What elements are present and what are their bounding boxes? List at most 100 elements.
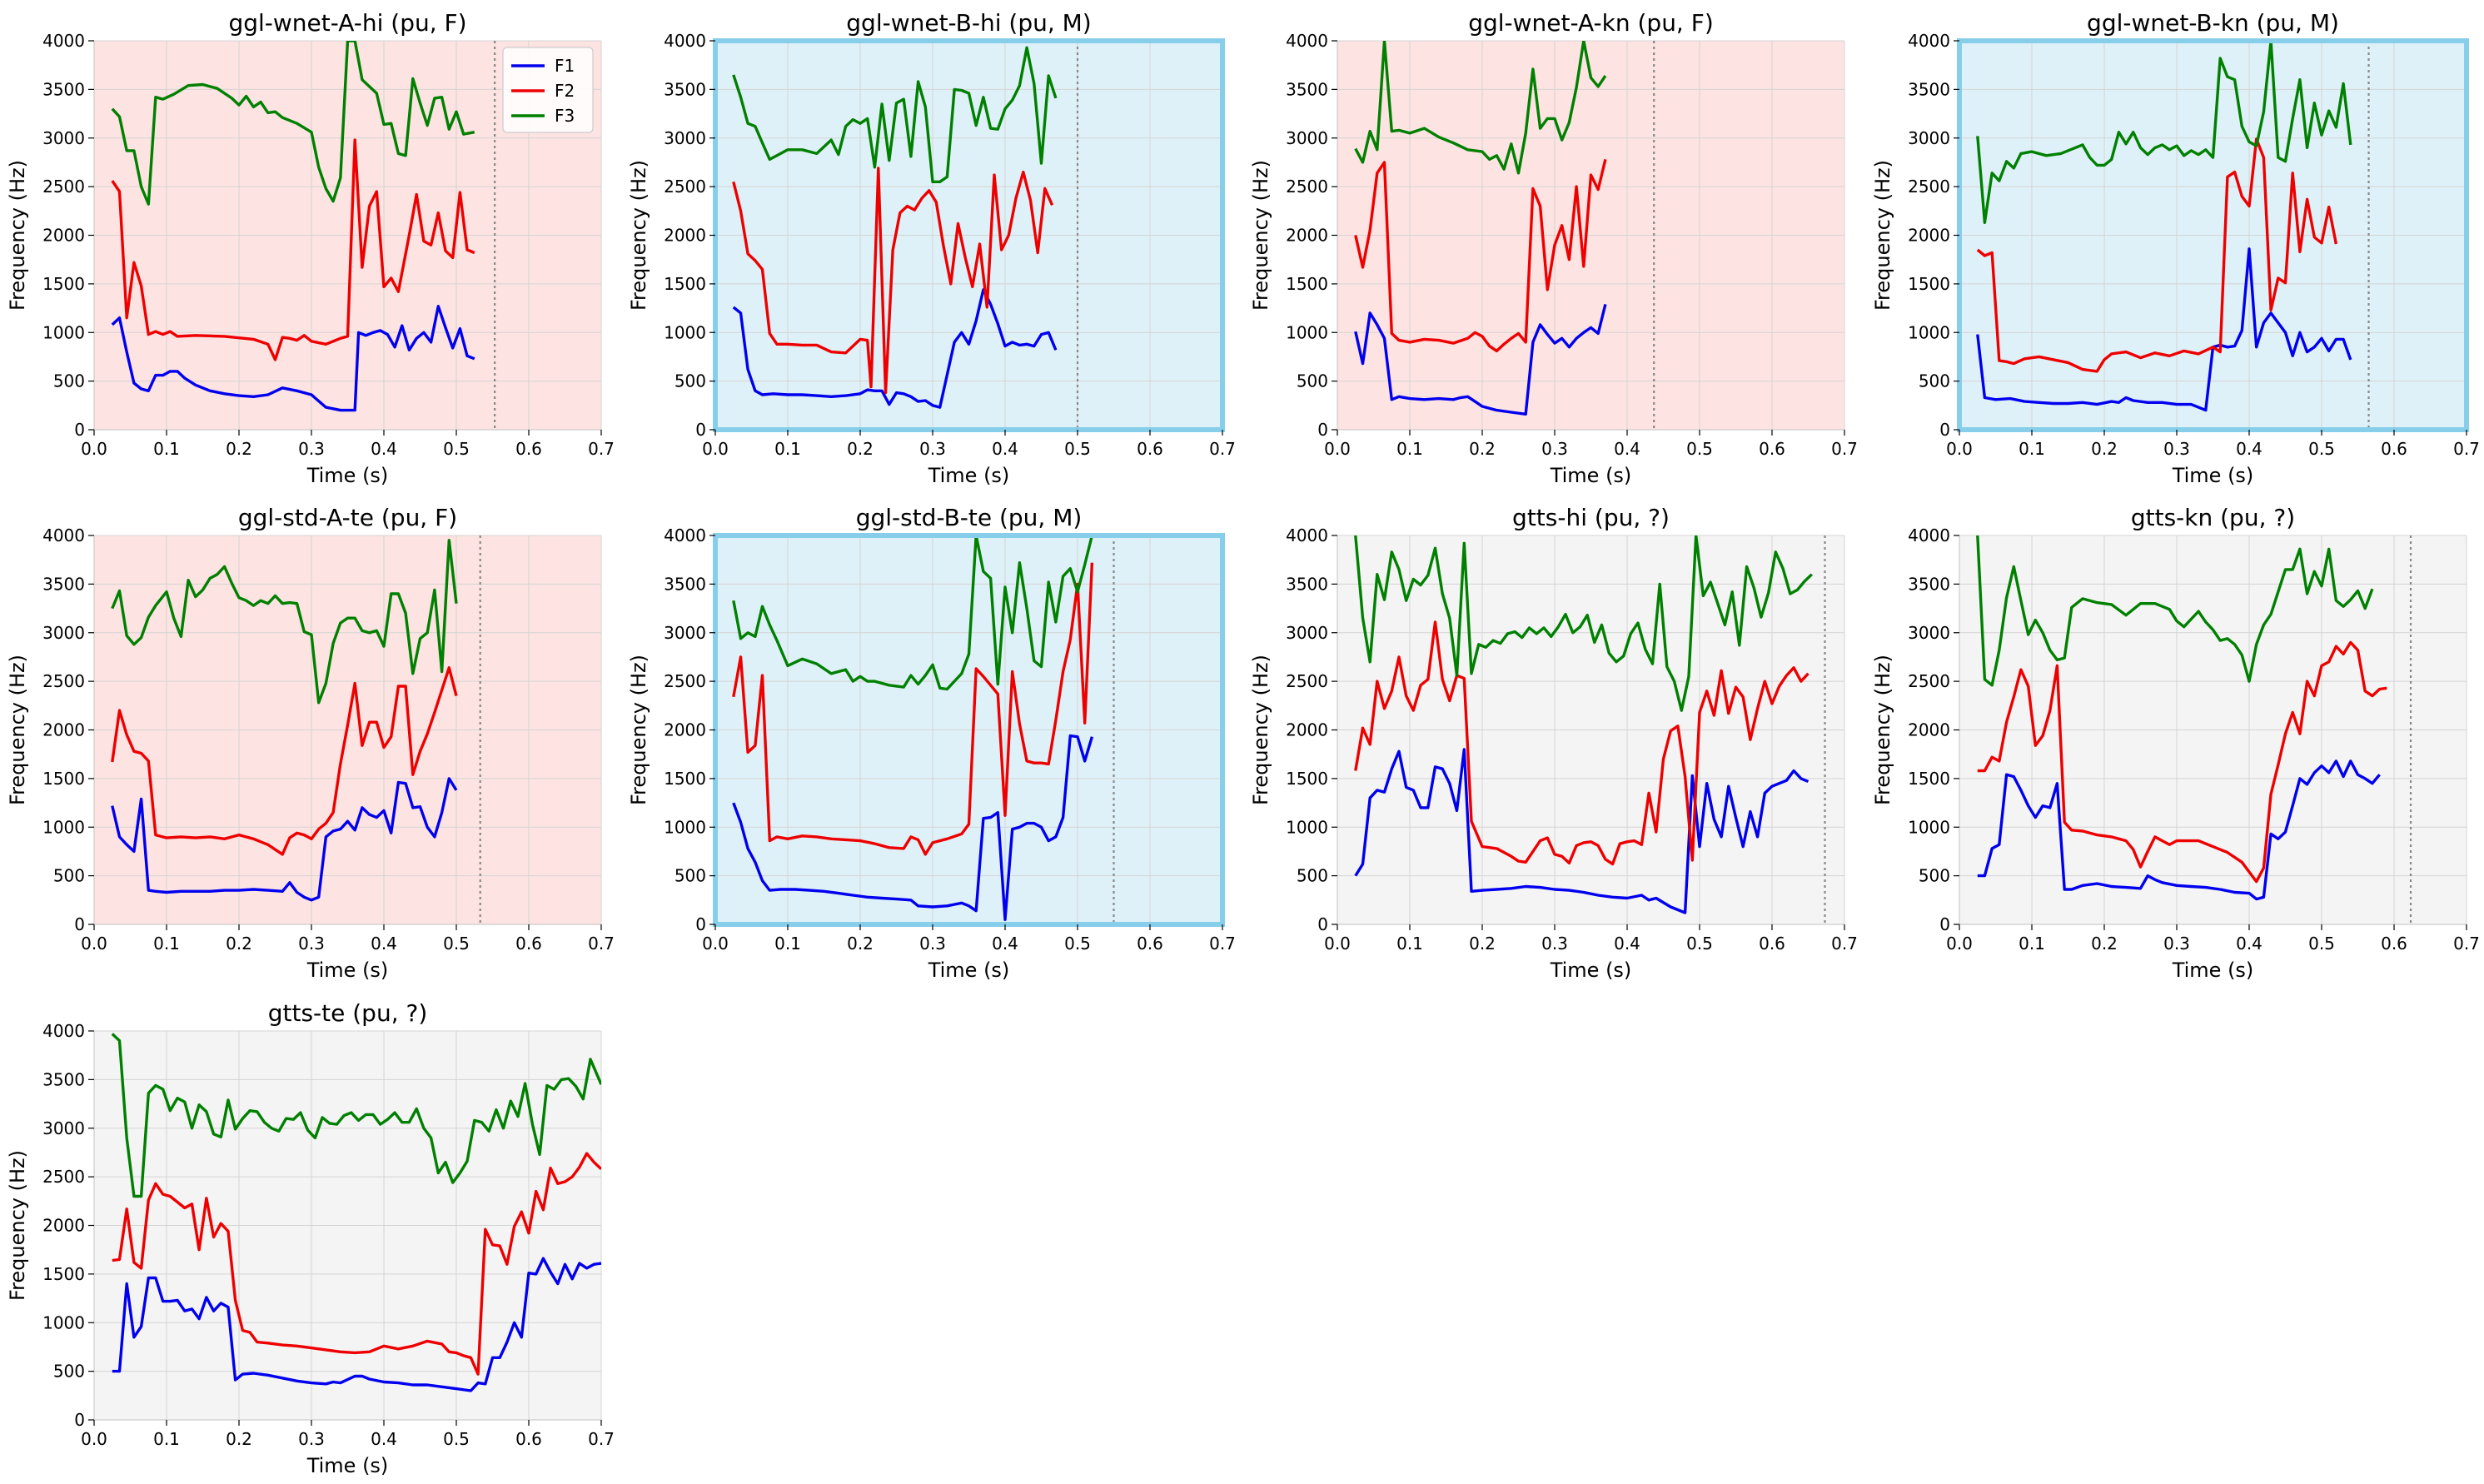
x-tick-label: 0.5 [2308, 439, 2335, 459]
x-tick-label: 0.7 [588, 934, 615, 954]
y-tick-label: 0 [695, 914, 706, 934]
x-tick-label: 0.3 [298, 934, 325, 954]
x-tick-label: 0.4 [371, 1429, 397, 1449]
y-tick-label: 2000 [42, 720, 85, 740]
y-tick-label: 0 [1317, 914, 1328, 934]
series-line-f1 [111, 777, 458, 902]
x-tick-label: 0.3 [1541, 934, 1568, 954]
x-tick-label: 0.4 [371, 439, 397, 459]
x-axis-label: Time (s) [2172, 959, 2254, 982]
y-tick-label: 3000 [664, 623, 706, 643]
y-tick-label: 500 [675, 371, 706, 391]
y-tick-label: 2500 [1908, 177, 1950, 197]
x-tick-label: 0.4 [992, 439, 1018, 459]
x-tick-label: 0.5 [2308, 934, 2335, 954]
y-tick-label: 3000 [1286, 128, 1328, 148]
x-tick-label: 0.6 [515, 439, 542, 459]
series-line-f3 [1354, 535, 1813, 712]
y-tick-label: 2000 [1286, 226, 1328, 246]
series-line-f3 [111, 539, 458, 705]
x-tick-label: 0.1 [153, 1429, 180, 1449]
x-tick-label: 0.7 [1209, 934, 1236, 954]
x-tick-label: 0.0 [81, 1429, 107, 1449]
x-tick-label: 0.4 [2236, 439, 2262, 459]
x-tick-label: 0.0 [1324, 934, 1351, 954]
y-tick-label: 4000 [1908, 31, 1950, 51]
series-line-f1 [1354, 748, 1809, 914]
x-axis-label: Time (s) [1550, 959, 1632, 982]
x-tick-label: 0.0 [1946, 934, 1973, 954]
y-tick-label: 2500 [1908, 671, 1950, 691]
chart-panel-4: 0.0 0.1 0.2 0.3 0.4 0.5 0.6 0.7 0 500 1000 1500 2000… [1871, 9, 2480, 487]
y-tick-label: 4000 [42, 1021, 85, 1041]
y-tick-label: 1000 [1908, 817, 1950, 837]
series-line-f3 [111, 41, 475, 206]
x-tick-label: 0.6 [1759, 439, 1785, 459]
series-line-f1 [112, 1257, 601, 1392]
y-tick-label: 1500 [664, 274, 706, 294]
chart-panel-3: 0.0 0.1 0.2 0.3 0.4 0.5 0.6 0.7 0 500 1000 1500 2000… [1249, 9, 1858, 487]
x-tick-label: 0.2 [226, 439, 252, 459]
legend: F1 F2 F3 [502, 47, 594, 133]
y-tick-label: 1000 [664, 817, 706, 837]
series-line-f3 [1976, 41, 2352, 224]
y-tick-label: 2500 [1286, 177, 1328, 197]
y-tick-label: 3000 [1908, 623, 1950, 643]
y-tick-label: 3000 [1286, 623, 1328, 643]
y-tick-label: 2500 [42, 671, 85, 691]
series-line-f2 [1977, 640, 2387, 884]
y-tick-label: 1000 [1286, 817, 1328, 837]
x-tick-label: 0.6 [515, 934, 542, 954]
y-tick-label: 500 [1297, 371, 1328, 391]
y-axis-label: Frequency (Hz) [6, 655, 29, 805]
y-tick-label: 0 [695, 420, 706, 440]
x-tick-label: 0.0 [81, 439, 107, 459]
y-tick-label: 3500 [664, 79, 706, 99]
chart-panel-1: 0.0 0.1 0.2 0.3 0.4 0.5 0.6 0.7 0 500 1000 1500 2000… [6, 9, 615, 487]
y-tick-label: 4000 [1286, 31, 1328, 51]
y-tick-label: 3500 [1908, 574, 1950, 594]
legend-label-f1: F1 [555, 56, 575, 76]
y-tick-label: 2000 [1908, 720, 1950, 740]
x-tick-label: 0.3 [298, 439, 325, 459]
x-tick-label: 0.7 [588, 1429, 615, 1449]
y-tick-label: 0 [74, 420, 85, 440]
y-tick-label: 2000 [664, 720, 706, 740]
y-tick-label: 500 [675, 866, 706, 886]
y-tick-label: 3500 [1908, 79, 1950, 99]
y-tick-label: 0 [1939, 914, 1950, 934]
x-tick-label: 0.7 [1831, 934, 1858, 954]
x-tick-label: 0.0 [702, 439, 729, 459]
x-tick-label: 0.0 [81, 934, 107, 954]
y-tick-label: 1500 [42, 274, 85, 294]
y-axis-label: Frequency (Hz) [627, 160, 650, 311]
series-line-f2 [1976, 137, 2338, 373]
series-line-f3 [111, 1033, 601, 1198]
y-axis-label: Frequency (Hz) [627, 655, 650, 805]
series-line-f2 [732, 562, 1094, 856]
y-tick-label: 3500 [42, 1069, 85, 1089]
x-tick-label: 0.2 [1469, 439, 1496, 459]
x-tick-label: 0.1 [774, 439, 801, 459]
chart-title: ggl-wnet-A-hi (pu, F) [228, 9, 466, 37]
x-axis-label: Time (s) [306, 464, 389, 487]
y-tick-label: 2500 [664, 671, 706, 691]
x-tick-label: 0.1 [1396, 439, 1423, 459]
x-tick-label: 0.7 [2453, 934, 2480, 954]
y-tick-label: 3500 [1286, 79, 1328, 99]
y-axis-label: Frequency (Hz) [1871, 655, 1894, 805]
x-tick-label: 0.5 [443, 934, 470, 954]
x-tick-label: 0.4 [992, 934, 1018, 954]
y-tick-label: 500 [53, 1362, 85, 1382]
x-tick-label: 0.6 [515, 1429, 542, 1449]
legend-box [502, 47, 594, 133]
x-tick-label: 0.4 [2236, 934, 2262, 954]
y-tick-label: 1000 [664, 322, 706, 342]
series-line-f1 [1977, 759, 2381, 901]
y-tick-label: 2500 [664, 177, 706, 197]
y-axis-label: Frequency (Hz) [1871, 160, 1894, 311]
chart-title: ggl-wnet-A-kn (pu, F) [1468, 9, 1714, 37]
x-tick-label: 0.6 [1137, 934, 1163, 954]
chart-title: gtts-te (pu, ?) [268, 999, 428, 1027]
